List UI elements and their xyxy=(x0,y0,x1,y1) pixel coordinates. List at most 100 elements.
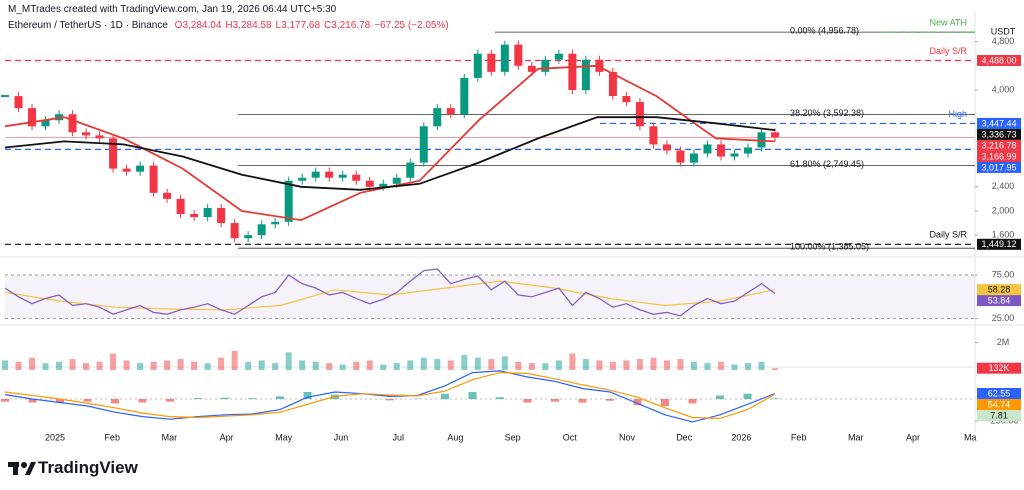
volume-bar xyxy=(407,360,414,370)
volume-bar xyxy=(758,361,765,370)
fib-label: 0.00% (4,956.78) xyxy=(790,26,859,36)
candle xyxy=(298,177,307,181)
candle xyxy=(716,144,725,157)
candle xyxy=(595,59,604,72)
volume-bar xyxy=(488,359,495,370)
x-tick-label: Feb xyxy=(104,432,120,442)
y-tick-label: 4,800 xyxy=(992,36,1015,46)
volume-bar xyxy=(245,361,252,370)
candle xyxy=(271,221,280,225)
macd-histogram xyxy=(716,395,724,400)
macd-histogram xyxy=(523,399,532,403)
volume-bar xyxy=(542,363,549,370)
y-tick-label: 2,400 xyxy=(992,181,1015,191)
x-tick-label: 2026 xyxy=(731,432,751,442)
volume-bar xyxy=(164,360,171,370)
price-badge-label: 7.81 xyxy=(990,410,1008,420)
volume-bar xyxy=(461,354,468,370)
x-tick-label: Apr xyxy=(220,432,234,442)
volume-bar xyxy=(177,359,184,370)
price-badge xyxy=(977,284,1021,296)
price-badge-label: 4,488.00 xyxy=(981,55,1016,65)
macd-histogram xyxy=(56,399,64,403)
candle xyxy=(230,223,239,239)
candle xyxy=(203,207,212,218)
x-tick-label: Mar xyxy=(162,432,178,442)
candle xyxy=(581,59,590,91)
candle xyxy=(554,53,563,60)
price-badge xyxy=(977,117,1021,129)
x-tick-label: Oct xyxy=(563,432,578,442)
macd-histogram xyxy=(28,399,37,403)
candle xyxy=(635,102,644,127)
candle xyxy=(743,147,752,154)
volume-bar xyxy=(258,360,265,370)
x-tick-label: Jul xyxy=(392,432,404,442)
volume-bar xyxy=(596,360,603,370)
macd-histogram xyxy=(166,399,174,402)
macd-histogram xyxy=(138,399,147,403)
candle xyxy=(244,235,253,239)
x-tick-label: Dec xyxy=(676,432,693,442)
ohlc-value: L3,177.68 xyxy=(275,20,321,31)
hline-label: High xyxy=(948,109,967,119)
macd-histogram xyxy=(83,399,92,402)
candle xyxy=(676,150,685,163)
candle xyxy=(433,108,442,127)
x-tick-label: 2025 xyxy=(45,432,65,442)
candle xyxy=(460,77,469,115)
macd-histogram xyxy=(386,399,394,401)
candle xyxy=(136,165,145,172)
candle xyxy=(68,114,77,133)
price-badge-label: 3,017.95 xyxy=(981,162,1016,172)
y-tick-label: 2,000 xyxy=(992,205,1015,215)
macd-histogram xyxy=(661,399,669,407)
unit: USDT xyxy=(991,26,1016,36)
price-badge-label: 3,447.44 xyxy=(981,118,1016,128)
macd-histogram xyxy=(468,391,477,400)
candle xyxy=(771,132,779,138)
volume-bar xyxy=(420,357,427,370)
macd-histogram xyxy=(551,399,559,402)
price-badge xyxy=(977,150,1021,162)
macd-histogram xyxy=(1,399,9,402)
volume-bar xyxy=(312,361,319,370)
volume-bar xyxy=(636,359,643,370)
price-badge-label: 58.28 xyxy=(988,284,1011,294)
rsi-line xyxy=(4,268,776,317)
candle xyxy=(446,108,455,115)
macd-histogram xyxy=(633,399,642,406)
x-tick-label: Aug xyxy=(447,432,463,442)
volume-bar xyxy=(515,361,522,370)
moving-average xyxy=(4,116,776,191)
candle xyxy=(122,168,131,172)
volume-bar xyxy=(772,368,778,370)
x-tick-label: May xyxy=(275,432,293,442)
volume-bar xyxy=(204,363,211,370)
macd-histogram xyxy=(688,399,697,404)
rsi-band xyxy=(5,275,975,319)
volume-bar xyxy=(650,357,657,370)
candle xyxy=(527,65,536,72)
price-badge xyxy=(977,410,1021,422)
candle xyxy=(14,96,23,109)
macd-histogram xyxy=(221,397,229,400)
volume-bar xyxy=(380,364,387,370)
volume-bar xyxy=(326,363,333,370)
volume-bar xyxy=(609,361,616,370)
volume-bar xyxy=(623,360,630,370)
candle xyxy=(82,132,91,136)
credit: M_MTrades created with TradingView.com, … xyxy=(8,4,337,15)
volume-bar xyxy=(110,353,117,370)
macd-histogram xyxy=(441,393,449,400)
volume-bar xyxy=(353,361,360,370)
volume-bar xyxy=(96,361,103,370)
volume-bar xyxy=(150,361,157,370)
price-badge xyxy=(977,128,1021,140)
candle xyxy=(176,198,185,215)
volume-bar xyxy=(29,357,36,370)
y-tick-label: 4,000 xyxy=(992,84,1015,94)
candle xyxy=(352,174,361,181)
candle xyxy=(41,120,50,127)
candle xyxy=(392,177,401,184)
